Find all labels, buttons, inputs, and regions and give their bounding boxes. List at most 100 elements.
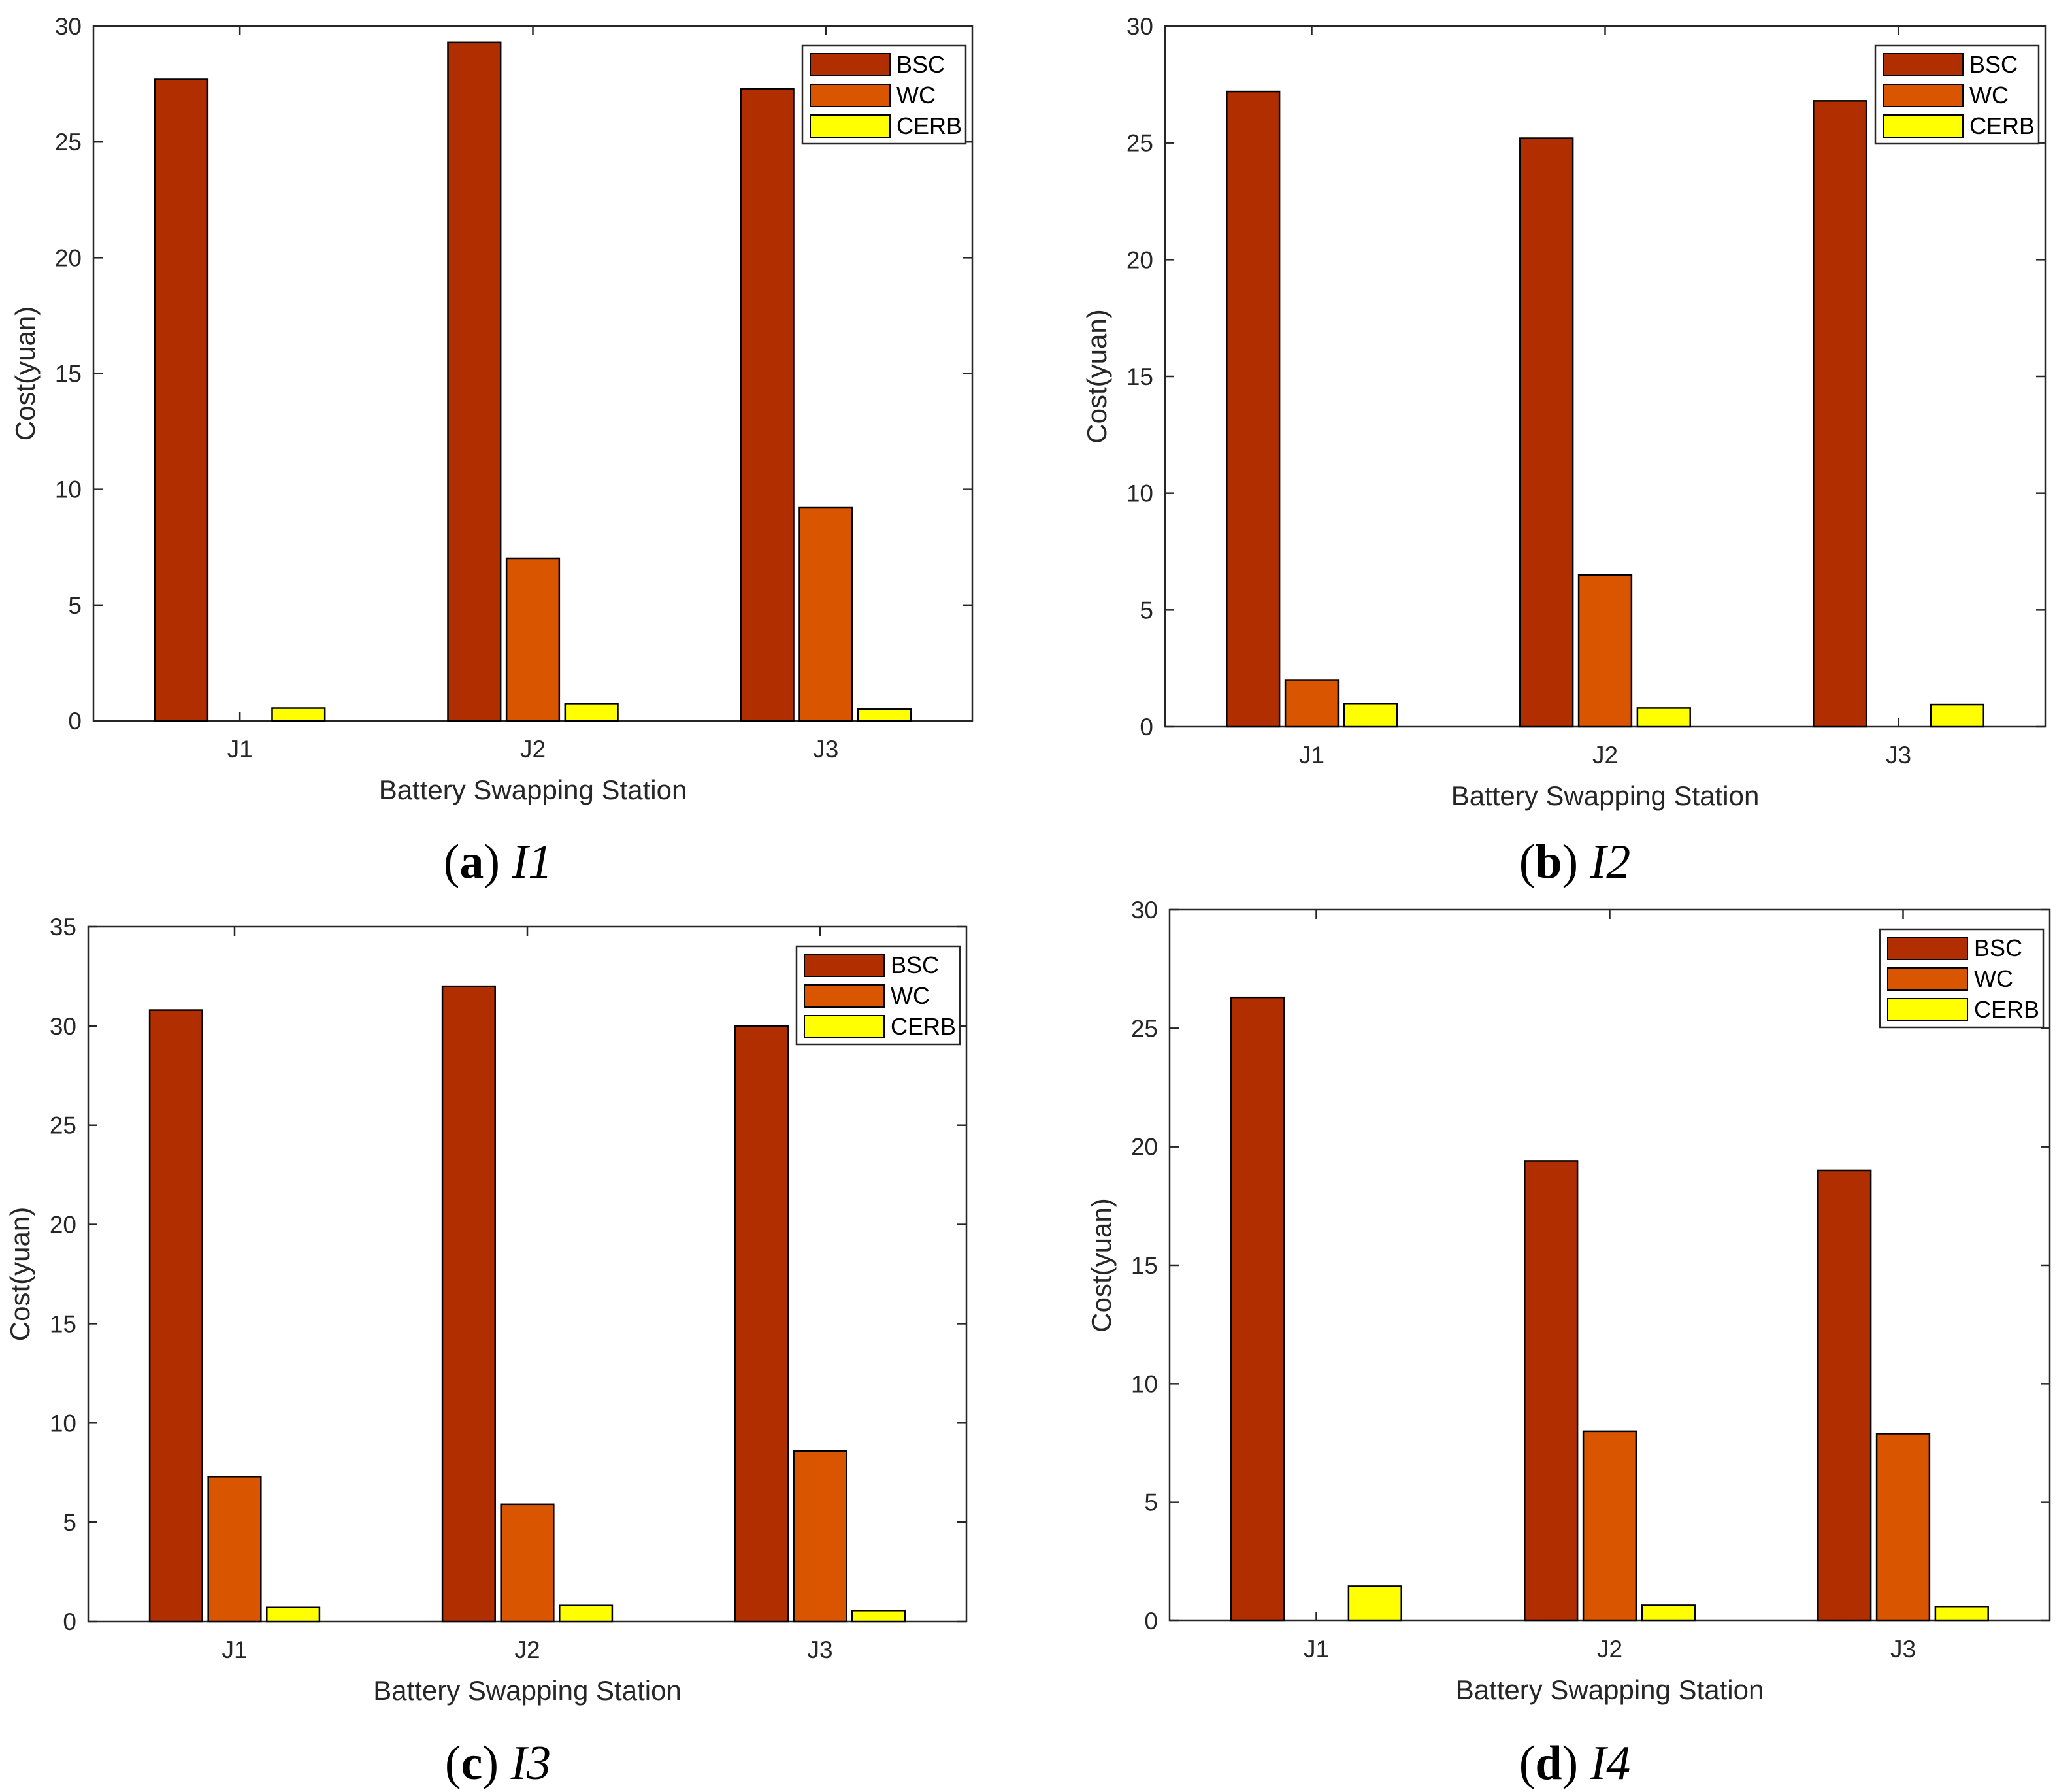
y-tick-label: 0 xyxy=(1140,714,1153,740)
bar-wc-j3 xyxy=(1875,1433,1931,1622)
y-tick-label: 5 xyxy=(63,1509,76,1536)
bar-bsc-j1 xyxy=(1226,90,1281,728)
bar-cerb-j1 xyxy=(271,707,326,722)
bar-wc-j3 xyxy=(793,1450,847,1623)
bar-bsc-j3 xyxy=(740,88,795,722)
legend-label-bsc: BSC xyxy=(1974,935,2022,961)
chart-panel-3: 0 5 10 15 20 25 30 35 J1 J2 J3 Battery Swapping Sta… xyxy=(5,914,968,1790)
y-tick-label: 20 xyxy=(1131,1134,1158,1161)
y-tick-label: 5 xyxy=(68,592,82,619)
y-tick-label: 15 xyxy=(1126,363,1153,390)
bar-cerb-j1 xyxy=(266,1606,321,1623)
panel-caption: (c) I3 xyxy=(445,1736,551,1790)
legend-label-bsc: BSC xyxy=(896,51,945,78)
x-axis-label: Battery Swapping Station xyxy=(1456,1674,1764,1705)
panel-caption: (a) I1 xyxy=(444,835,552,889)
y-tick-label: 0 xyxy=(68,708,82,735)
bar-cerb-j3 xyxy=(1934,1605,1989,1622)
bar-bsc-j2 xyxy=(441,985,496,1623)
legend-swatch-wc xyxy=(1887,967,1968,991)
x-tick-label-j2: J2 xyxy=(1597,1636,1622,1663)
caption-letter: b xyxy=(1535,835,1562,889)
y-axis-label: Cost(yuan) xyxy=(1081,309,1112,443)
bar-bsc-j2 xyxy=(1519,137,1574,728)
legend: BSC WC CERB xyxy=(795,945,961,1046)
legend-label-wc: WC xyxy=(891,982,930,1009)
legend-swatch-cerb xyxy=(804,1015,885,1038)
y-tick-label: 15 xyxy=(55,361,82,388)
x-tick-label-j2: J2 xyxy=(514,1636,540,1663)
y-tick-label: 35 xyxy=(50,914,76,940)
bar-bsc-j1 xyxy=(148,1009,203,1623)
legend-swatch-cerb xyxy=(810,114,891,138)
y-tick-label: 30 xyxy=(50,1013,76,1040)
bar-bsc-j3 xyxy=(1817,1169,1872,1622)
bar-wc-j1 xyxy=(1284,679,1340,728)
y-tick-label: 5 xyxy=(1140,597,1153,623)
y-tick-label: 0 xyxy=(63,1608,76,1635)
legend: BSC WC CERB xyxy=(1879,928,2045,1029)
bar-wc-j1 xyxy=(207,1476,262,1623)
y-tick-label: 25 xyxy=(55,129,82,156)
legend-swatch-wc xyxy=(804,984,885,1008)
chart-panel-2: 0 5 10 15 20 25 30 J1 J2 J3 Battery Swapping Stati… xyxy=(1081,13,2047,889)
legend-label-cerb: CERB xyxy=(891,1013,956,1040)
x-tick-label-j2: J2 xyxy=(1592,742,1618,769)
y-tick-label: 10 xyxy=(1131,1370,1158,1397)
x-tick-label-j1: J1 xyxy=(1304,1636,1329,1663)
caption-name: I4 xyxy=(1590,1736,1631,1790)
x-tick-label-j3: J3 xyxy=(807,1636,832,1663)
bar-bsc-j1 xyxy=(1230,996,1285,1622)
y-axis-label: Cost(yuan) xyxy=(10,307,41,440)
legend-label-cerb: CERB xyxy=(1974,996,2039,1023)
y-tick-label: 5 xyxy=(1144,1489,1158,1516)
y-axis-label: Cost(yuan) xyxy=(1086,1198,1117,1332)
bar-wc-j2 xyxy=(505,557,561,722)
bar-wc-j2 xyxy=(1582,1430,1637,1622)
legend-label-cerb: CERB xyxy=(896,112,962,139)
y-tick-label: 20 xyxy=(55,244,82,271)
x-tick-label-j3: J3 xyxy=(1890,1636,1916,1663)
bar-wc-j3 xyxy=(798,506,853,722)
bar-cerb-j2 xyxy=(559,1604,614,1623)
bar-cerb-j1 xyxy=(1347,1585,1402,1622)
legend-swatch-cerb xyxy=(1883,114,1964,138)
legend-swatch-bsc xyxy=(1883,53,1964,76)
y-tick-label: 15 xyxy=(1131,1252,1158,1279)
bar-bsc-j2 xyxy=(1524,1160,1579,1622)
bar-cerb-j3 xyxy=(851,1610,906,1623)
y-tick-label: 20 xyxy=(1126,246,1153,273)
bar-cerb-j2 xyxy=(564,703,619,722)
panel-caption: (b) I2 xyxy=(1519,835,1631,889)
y-tick-label: 15 xyxy=(50,1310,76,1337)
y-tick-label: 10 xyxy=(50,1410,76,1436)
bar-bsc-j2 xyxy=(447,41,502,722)
panel-caption: (d) I4 xyxy=(1519,1736,1631,1790)
legend-label-wc: WC xyxy=(1974,965,2013,992)
bar-cerb-j3 xyxy=(857,708,912,722)
legend-label-wc: WC xyxy=(1969,82,2009,108)
y-tick-label: 25 xyxy=(1131,1015,1158,1042)
x-axis-label: Battery Swapping Station xyxy=(379,774,687,805)
legend-swatch-wc xyxy=(810,84,891,107)
legend-label-cerb: CERB xyxy=(1969,112,2035,139)
y-tick-label: 30 xyxy=(1131,897,1158,923)
legend: BSC WC CERB xyxy=(1874,44,2040,145)
bar-bsc-j3 xyxy=(734,1025,789,1623)
legend-label-bsc: BSC xyxy=(891,952,939,978)
y-tick-label: 25 xyxy=(50,1112,76,1139)
x-tick-label-j2: J2 xyxy=(520,736,546,763)
y-tick-label: 25 xyxy=(1126,130,1153,157)
legend-swatch-bsc xyxy=(810,53,891,76)
y-axis-label: Cost(yuan) xyxy=(5,1207,35,1341)
x-axis-label: Battery Swapping Station xyxy=(373,1675,682,1706)
y-tick-label: 0 xyxy=(1144,1608,1158,1634)
bar-cerb-j2 xyxy=(1641,1604,1696,1622)
bar-cerb-j3 xyxy=(1930,703,1984,728)
legend-swatch-cerb xyxy=(1887,998,1968,1021)
x-tick-label-j1: J1 xyxy=(227,736,253,763)
legend-label-wc: WC xyxy=(896,82,936,108)
caption-letter: a xyxy=(459,835,484,889)
legend-label-bsc: BSC xyxy=(1969,51,2018,78)
